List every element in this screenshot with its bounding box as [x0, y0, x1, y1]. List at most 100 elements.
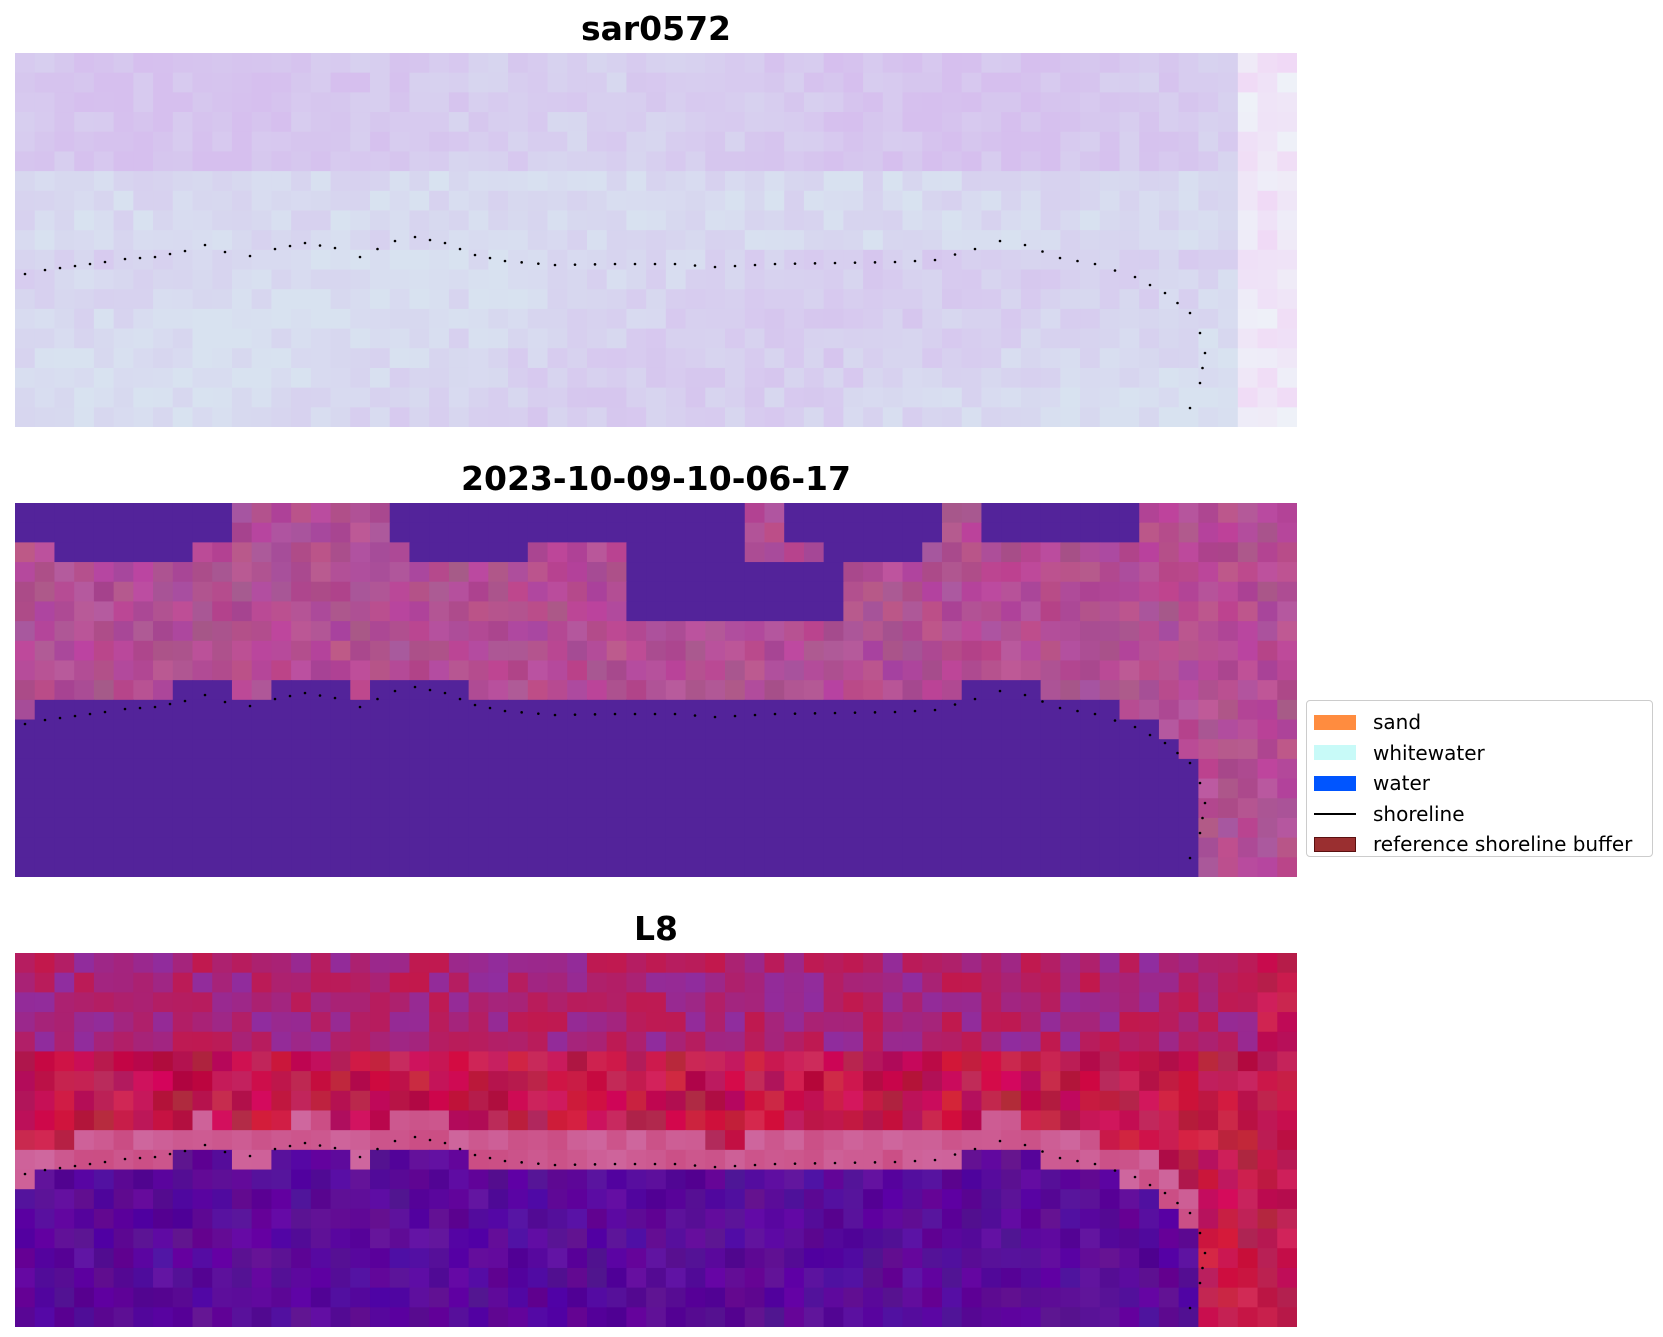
shoreline-point — [733, 714, 737, 718]
shoreline-point — [893, 710, 897, 714]
shoreline-point — [138, 706, 142, 710]
panel-title-date: 2023-10-09-10-06-17 — [461, 459, 851, 498]
legend-label: shoreline — [1373, 801, 1465, 826]
shoreline-point — [1148, 733, 1152, 737]
shoreline-point — [333, 1146, 337, 1150]
shoreline-point — [853, 1161, 857, 1164]
reference-buffer-swatch — [1314, 836, 1356, 852]
shoreline-point — [413, 685, 417, 689]
shoreline-point — [203, 1143, 207, 1147]
shoreline-point — [503, 709, 507, 713]
shoreline-point — [833, 261, 837, 265]
shoreline-point — [953, 253, 957, 256]
legend-item-water: water — [1314, 768, 1652, 799]
shoreline-point — [633, 712, 637, 716]
shoreline-point — [793, 262, 797, 265]
shoreline-point — [553, 263, 557, 267]
shoreline-point — [633, 1162, 637, 1166]
shoreline-point — [288, 244, 292, 248]
legend-label: whitewater — [1373, 740, 1485, 765]
shoreline-point — [458, 247, 462, 251]
shoreline-point — [273, 697, 277, 701]
shoreline-point — [203, 693, 207, 697]
shoreline-point — [520, 1161, 523, 1164]
shoreline-point — [1188, 856, 1192, 860]
shoreline-point — [1041, 1150, 1044, 1153]
shoreline-point — [1188, 1211, 1192, 1215]
shoreline-point — [753, 1163, 757, 1167]
whitewater-swatch — [1314, 745, 1356, 761]
shoreline-point — [88, 262, 92, 266]
shoreline-point — [713, 265, 717, 269]
shoreline-point — [23, 272, 27, 276]
shoreline-point — [813, 262, 817, 265]
shoreline-point — [753, 713, 757, 717]
shoreline-point — [1188, 406, 1192, 410]
shoreline-point — [183, 699, 187, 703]
shoreline-point — [613, 1162, 617, 1166]
shoreline-point — [1198, 781, 1202, 785]
shoreline-point — [873, 1161, 877, 1164]
shoreline-point — [673, 1162, 677, 1166]
shoreline-point — [153, 255, 157, 259]
shoreline-point — [1113, 269, 1117, 272]
shoreline-point — [853, 261, 857, 264]
shoreline-point — [288, 694, 292, 698]
shoreline-point — [573, 713, 577, 716]
shoreline-point — [1176, 751, 1179, 755]
shoreline-point — [953, 1153, 957, 1156]
shoreline-point — [303, 1141, 307, 1145]
shoreline-point — [1093, 712, 1097, 716]
shoreline-point — [653, 1162, 657, 1166]
shoreline-point — [1203, 801, 1207, 805]
shoreline-point — [1188, 311, 1192, 315]
shoreline-point — [793, 712, 797, 715]
shoreline-point — [376, 247, 379, 251]
shoreline-point — [833, 1161, 837, 1165]
shoreline-point — [358, 255, 362, 259]
shoreline-point — [1198, 1231, 1202, 1235]
shoreline-point — [1113, 719, 1117, 722]
shoreline-point — [1203, 351, 1207, 355]
shoreline-point — [1176, 1201, 1179, 1205]
shoreline-point — [998, 239, 1002, 243]
shoreline-point — [773, 712, 777, 716]
shoreline-point — [1076, 259, 1079, 263]
shoreline-point — [168, 702, 172, 706]
shoreline-point — [1188, 761, 1192, 765]
shoreline-point — [458, 697, 462, 701]
shoreline-point — [520, 261, 523, 264]
shoreline-point — [123, 1157, 127, 1161]
shoreline-point — [673, 262, 677, 266]
shoreline-point — [1198, 1281, 1202, 1285]
shoreline-point — [248, 704, 252, 708]
shoreline-point — [153, 1155, 157, 1159]
shoreline-point — [1148, 1183, 1152, 1187]
shoreline-point — [43, 718, 47, 722]
shoreline-point — [358, 1155, 362, 1159]
shoreline-point — [613, 262, 617, 266]
shoreline-point — [288, 1144, 292, 1148]
shoreline-point — [1198, 381, 1202, 385]
shoreline-point — [1163, 741, 1167, 745]
shoreline-point — [153, 705, 157, 709]
shoreline-point — [773, 1162, 777, 1166]
shoreline-point — [393, 239, 397, 243]
shoreline-point — [103, 1160, 107, 1164]
shoreline-point — [443, 691, 447, 695]
shoreline-point — [473, 1153, 477, 1157]
shoreline-point — [73, 264, 77, 268]
shoreline-point — [1093, 262, 1097, 266]
shoreline-point — [318, 244, 322, 247]
shoreline-point — [553, 713, 557, 717]
shoreline-point — [1163, 291, 1167, 295]
shoreline-point — [813, 712, 817, 715]
shoreline-point — [318, 1144, 322, 1147]
shoreline-point — [23, 722, 27, 726]
shoreline-point — [893, 1160, 897, 1164]
shoreline-point — [913, 1159, 917, 1163]
shoreline-point — [913, 709, 917, 713]
panel-title-sar: sar0572 — [580, 9, 732, 48]
shoreline-point — [183, 1149, 187, 1153]
ndwi-image-panel — [15, 953, 1297, 1327]
